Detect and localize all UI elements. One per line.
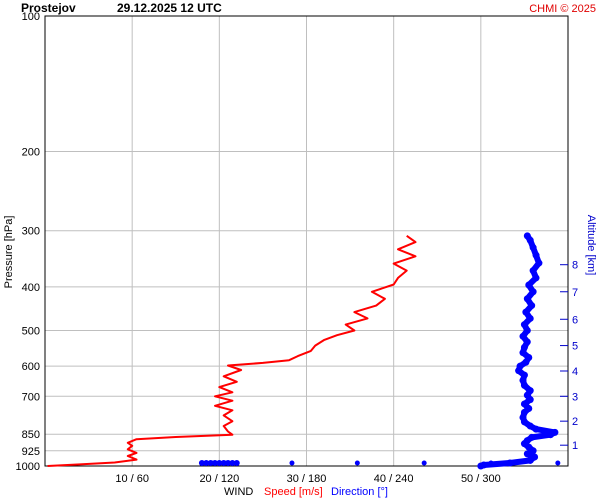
direction-point [523,338,531,346]
direction-point [523,450,531,458]
direction-point [207,460,214,466]
direction-point [233,460,240,466]
direction-point [225,460,232,466]
direction-point [289,460,295,466]
x-axis-label-wind: WIND [224,486,253,498]
direction-point [531,453,539,461]
y-axis-label: Pressure [hPa] [3,216,15,289]
direction-series [198,232,561,470]
pressure-tick-label: 500 [22,326,40,338]
direction-point [525,281,533,289]
direction-point [520,371,528,379]
direction-point [506,459,514,467]
pressure-tick-label: 925 [22,446,40,458]
altitude-axis: 1 2 3 4 5 6 7 8 [560,260,578,452]
x-tick-label: 50 / 300 [461,473,501,485]
direction-point [198,460,205,466]
direction-point [520,321,528,329]
altitude-tick-label: 6 [572,314,578,326]
direction-point [532,425,540,433]
direction-point [523,327,531,335]
x-axis-label-direction: Direction [°] [331,486,388,498]
direction-point [519,332,527,340]
direction-point [421,460,427,466]
pressure-tick-label: 400 [22,282,40,294]
direction-point [535,259,543,267]
direction-point [220,460,227,466]
altitude-tick-label: 4 [572,366,578,378]
altitude-axis-label: Altitude [km] [585,215,597,276]
altitude-tick-label: 7 [572,287,578,299]
pressure-tick-label: 850 [22,429,40,441]
direction-point [523,232,531,240]
direction-point [488,460,494,466]
direction-point [522,308,530,316]
direction-point [528,433,536,441]
pressure-tick-label: 700 [22,391,40,403]
direction-point [519,349,527,357]
direction-point [523,295,531,303]
direction-point [532,251,540,259]
altitude-tick-label: 3 [572,391,578,403]
x-tick-label: 30 / 180 [287,473,327,485]
plot-frame [44,15,569,467]
direction-point [525,354,533,362]
direction-point [532,274,540,282]
direction-point [354,460,360,466]
direction-point [526,422,534,430]
direction-point [555,460,561,466]
x-tick-label: 40 / 240 [374,473,414,485]
direction-point [516,362,524,370]
datetime-label: 29.12.2025 12 UTC [117,1,222,15]
speed-series [47,234,417,467]
direction-point [229,460,236,466]
pressure-tick-label: 1000 [16,461,40,473]
direction-point [480,461,488,469]
pressure-tick-label: 200 [22,146,40,158]
x-tick-labels: 10 / 60 20 / 120 30 / 180 40 / 240 50 / 300 [115,473,500,485]
direction-point [529,267,537,275]
direction-point [551,428,559,436]
altitude-tick-label: 8 [572,260,578,272]
pressure-tick-label: 600 [22,361,40,373]
speed-line [47,234,417,467]
direction-point [528,302,536,310]
pressure-tick-label: 100 [22,11,40,23]
direction-point [216,460,223,466]
grid-lines [45,15,568,467]
altitude-tick-label: 2 [572,416,578,428]
direction-point [525,404,533,412]
direction-point [526,387,534,395]
direction-point [211,460,218,466]
direction-line [477,232,558,469]
credit-label: CHMI © 2025 [529,3,596,15]
direction-point [203,460,210,466]
altitude-tick-label: 1 [572,440,578,452]
x-tick-label: 20 / 120 [199,473,239,485]
direction-point [520,343,528,351]
x-tick-label: 10 / 60 [115,473,149,485]
altitude-tick-label: 5 [572,341,578,353]
direction-point [529,288,537,296]
x-axis-label-speed: Speed [m/s] [264,486,323,498]
direction-point [529,244,537,252]
pressure-tick-label: 300 [22,226,40,238]
direction-point [520,400,528,408]
pressure-tick-labels: 100 200 300 400 500 600 700 850 925 1000 [16,11,40,473]
direction-point [526,314,534,322]
station-name: Prostejov [21,1,76,15]
